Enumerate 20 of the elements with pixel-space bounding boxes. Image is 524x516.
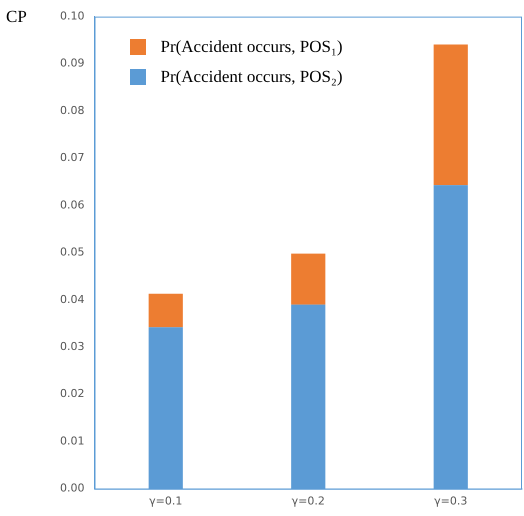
- y-tick-label: 0.03: [60, 340, 84, 353]
- y-tick-label: 0.00: [60, 482, 84, 495]
- x-tick-label: γ=0.2: [292, 494, 325, 508]
- x-tick-label: γ=0.1: [149, 494, 182, 508]
- bar: [291, 254, 326, 305]
- x-tick-label: γ=0.3: [434, 494, 468, 508]
- legend-label: Pr(Accident occurs, POS₂): [160, 66, 343, 87]
- y-tick-label: 0.02: [60, 387, 84, 400]
- y-axis-title: CP: [6, 7, 27, 27]
- legend-label: Pr(Accident occurs, POS₁): [160, 36, 343, 57]
- y-tick-label: 0.06: [60, 198, 84, 212]
- y-tick-label: 0.01: [60, 434, 84, 448]
- y-tick-label: 0.08: [60, 104, 84, 117]
- y-tick-label: 0.10: [60, 9, 84, 22]
- y-tick-label: 0.04: [60, 292, 84, 306]
- y-tick-label: 0.09: [60, 56, 84, 70]
- y-tick-label: 0.07: [60, 151, 84, 164]
- y-tick-label: 0.05: [60, 246, 84, 259]
- bar: [148, 294, 183, 328]
- bar: [434, 44, 468, 186]
